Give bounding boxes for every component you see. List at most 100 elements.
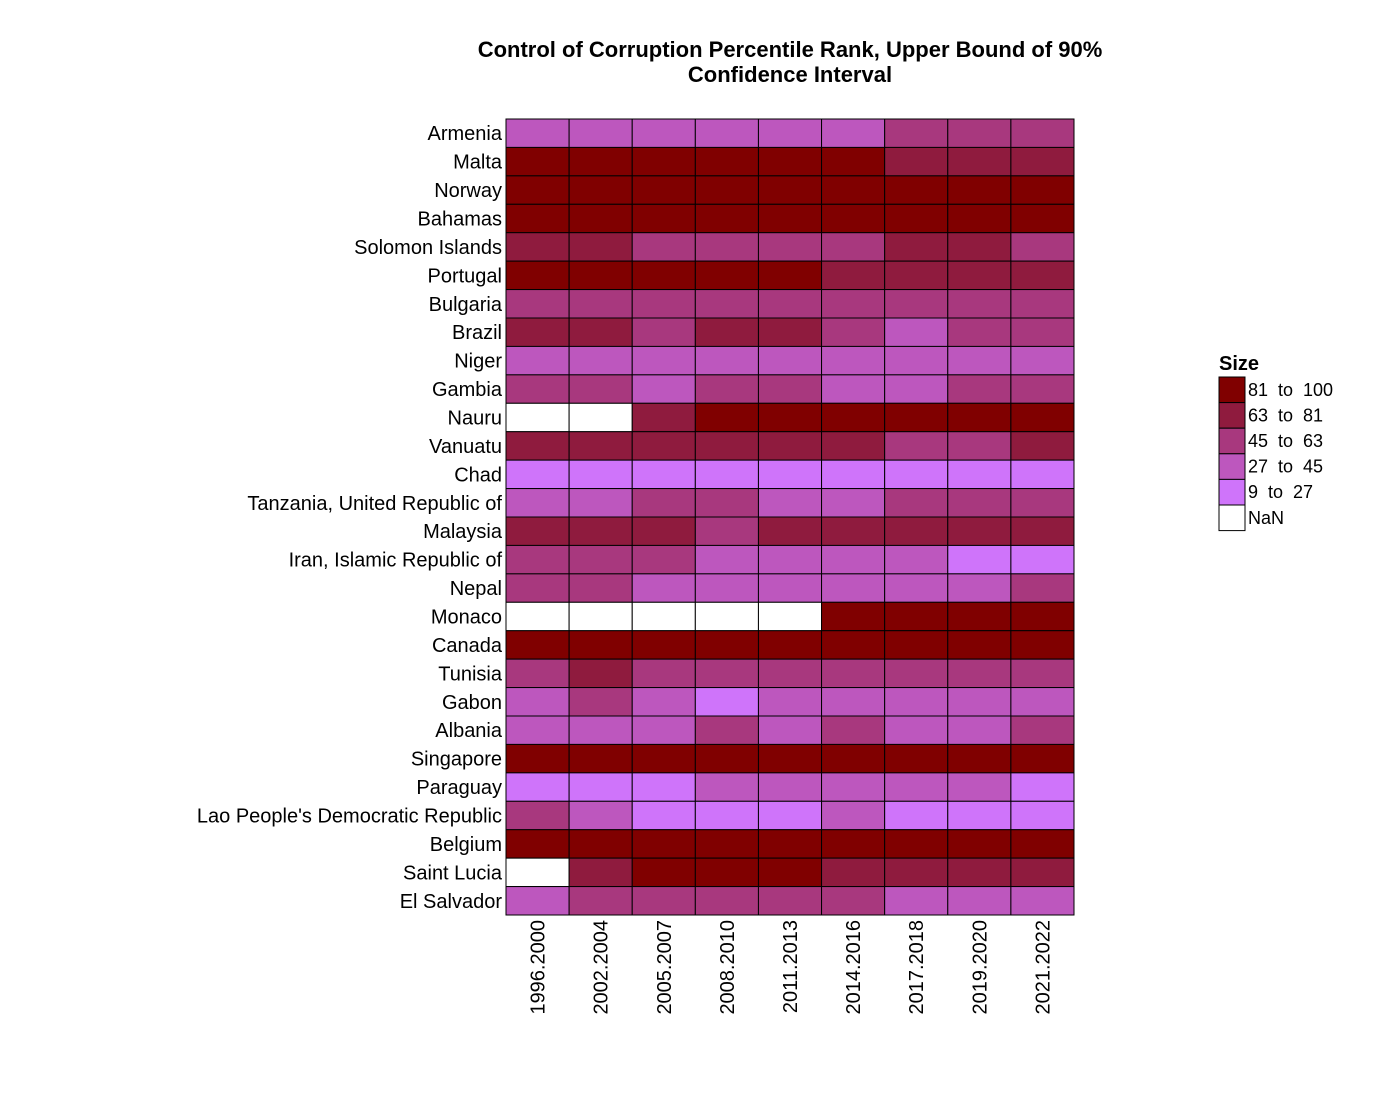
row-label: Tunisia — [438, 663, 503, 685]
legend-label: 9 to 27 — [1248, 482, 1313, 502]
heatmap-cell — [757, 630, 823, 660]
heatmap-cell — [884, 516, 949, 546]
heatmap-cell — [1010, 402, 1075, 433]
heatmap-cell — [757, 317, 823, 347]
heatmap-cell — [757, 488, 823, 518]
heatmap-cell — [821, 488, 886, 518]
heatmap-cell — [884, 146, 949, 177]
heatmap-cell — [884, 886, 949, 916]
heatmap-cell — [757, 402, 823, 433]
heatmap-cell — [694, 800, 759, 831]
heatmap-cell — [947, 289, 1012, 319]
heatmap-cell — [757, 601, 823, 632]
heatmap-cell — [568, 687, 633, 717]
row-label: Belgium — [430, 834, 502, 856]
heatmap-cell — [505, 175, 570, 205]
heatmap-cell — [757, 203, 823, 234]
heatmap-cell — [1010, 516, 1075, 546]
row-labels: Armenia Malta Norway Bahamas Solomon Islands… — [197, 123, 503, 913]
heatmap-cell — [884, 573, 949, 603]
heatmap-cell — [568, 857, 633, 888]
heatmap-cell — [947, 146, 1012, 177]
heatmap-cell — [884, 829, 949, 859]
heatmap-cell — [568, 630, 633, 660]
column-label: 2008.2010 — [717, 920, 739, 1015]
heatmap-cell — [757, 886, 823, 916]
heatmap-cell — [505, 431, 570, 461]
heatmap-cell — [757, 516, 823, 546]
heatmap-cell — [631, 488, 696, 518]
heatmap-cell — [821, 715, 886, 745]
heatmap-cell — [505, 289, 570, 319]
heatmap-cell — [757, 459, 823, 490]
heatmap-cell — [884, 345, 949, 376]
heatmap-cell — [505, 459, 570, 490]
heatmap-cell — [821, 743, 886, 774]
legend-label: NaN — [1248, 508, 1284, 528]
row-label: Malaysia — [423, 521, 503, 543]
heatmap-cell — [505, 800, 570, 831]
heatmap-cell — [947, 232, 1012, 262]
row-label: Armenia — [428, 123, 503, 145]
heatmap-cell — [568, 232, 633, 262]
column-label: 2002.2004 — [591, 920, 613, 1015]
heatmap-cell — [631, 232, 696, 262]
heatmap-cell — [947, 886, 1012, 916]
heatmap-cell — [757, 146, 823, 177]
heatmap-cell — [947, 175, 1012, 205]
heatmap-cell — [1010, 857, 1075, 888]
heatmap-cell — [505, 630, 570, 660]
heatmap-cell — [631, 459, 696, 490]
heatmap-cell — [821, 544, 886, 575]
heatmap-cell — [694, 516, 759, 546]
heatmap-cell — [694, 289, 759, 319]
heatmap-cell — [694, 544, 759, 575]
row-label: Gabon — [442, 692, 502, 714]
heatmap-cell — [757, 431, 823, 461]
heatmap-cell — [694, 203, 759, 234]
heatmap-cell — [505, 829, 570, 859]
heatmap-cell — [821, 146, 886, 177]
row-label: Solomon Islands — [354, 237, 502, 259]
legend-swatch — [1218, 376, 1246, 404]
heatmap-cell — [568, 800, 633, 831]
row-label: Paraguay — [416, 777, 502, 799]
heatmap-cell — [568, 289, 633, 319]
legend-swatch — [1218, 504, 1246, 532]
heatmap-cell — [694, 232, 759, 262]
heatmap-cell — [631, 516, 696, 546]
legend-title: Size — [1219, 353, 1259, 375]
heatmap-cell — [631, 829, 696, 859]
heatmap-cell — [1010, 800, 1075, 831]
heatmap-cell — [631, 715, 696, 745]
legend-swatch — [1218, 478, 1246, 506]
heatmap-cell — [884, 118, 949, 148]
heatmap-cell — [884, 459, 949, 490]
row-label: Malta — [453, 152, 503, 174]
legend-label: 81 to 100 — [1248, 380, 1333, 400]
heatmap-cell — [884, 800, 949, 831]
heatmap-cell — [821, 175, 886, 205]
heatmap-cell — [947, 687, 1012, 717]
heatmap-cell — [631, 203, 696, 234]
heatmap-cell — [1010, 715, 1075, 745]
heatmap-cell — [505, 857, 570, 888]
heatmap-cell — [1010, 260, 1075, 291]
heatmap-cell — [505, 772, 570, 802]
heatmap-cell — [884, 658, 949, 689]
heatmap-cell — [947, 317, 1012, 347]
heatmap-cell — [568, 374, 633, 404]
heatmap-cell — [568, 488, 633, 518]
heatmap-cell — [568, 658, 633, 689]
legend-label: 45 to 63 — [1248, 431, 1323, 451]
heatmap-cell — [821, 402, 886, 433]
heatmap-cell — [947, 658, 1012, 689]
heatmap-cell — [505, 658, 570, 689]
heatmap-cell — [821, 317, 886, 347]
heatmap-cell — [821, 829, 886, 859]
heatmap-cell — [694, 687, 759, 717]
heatmap-cell — [631, 402, 696, 433]
heatmap-cell — [694, 402, 759, 433]
heatmap-cell — [631, 800, 696, 831]
